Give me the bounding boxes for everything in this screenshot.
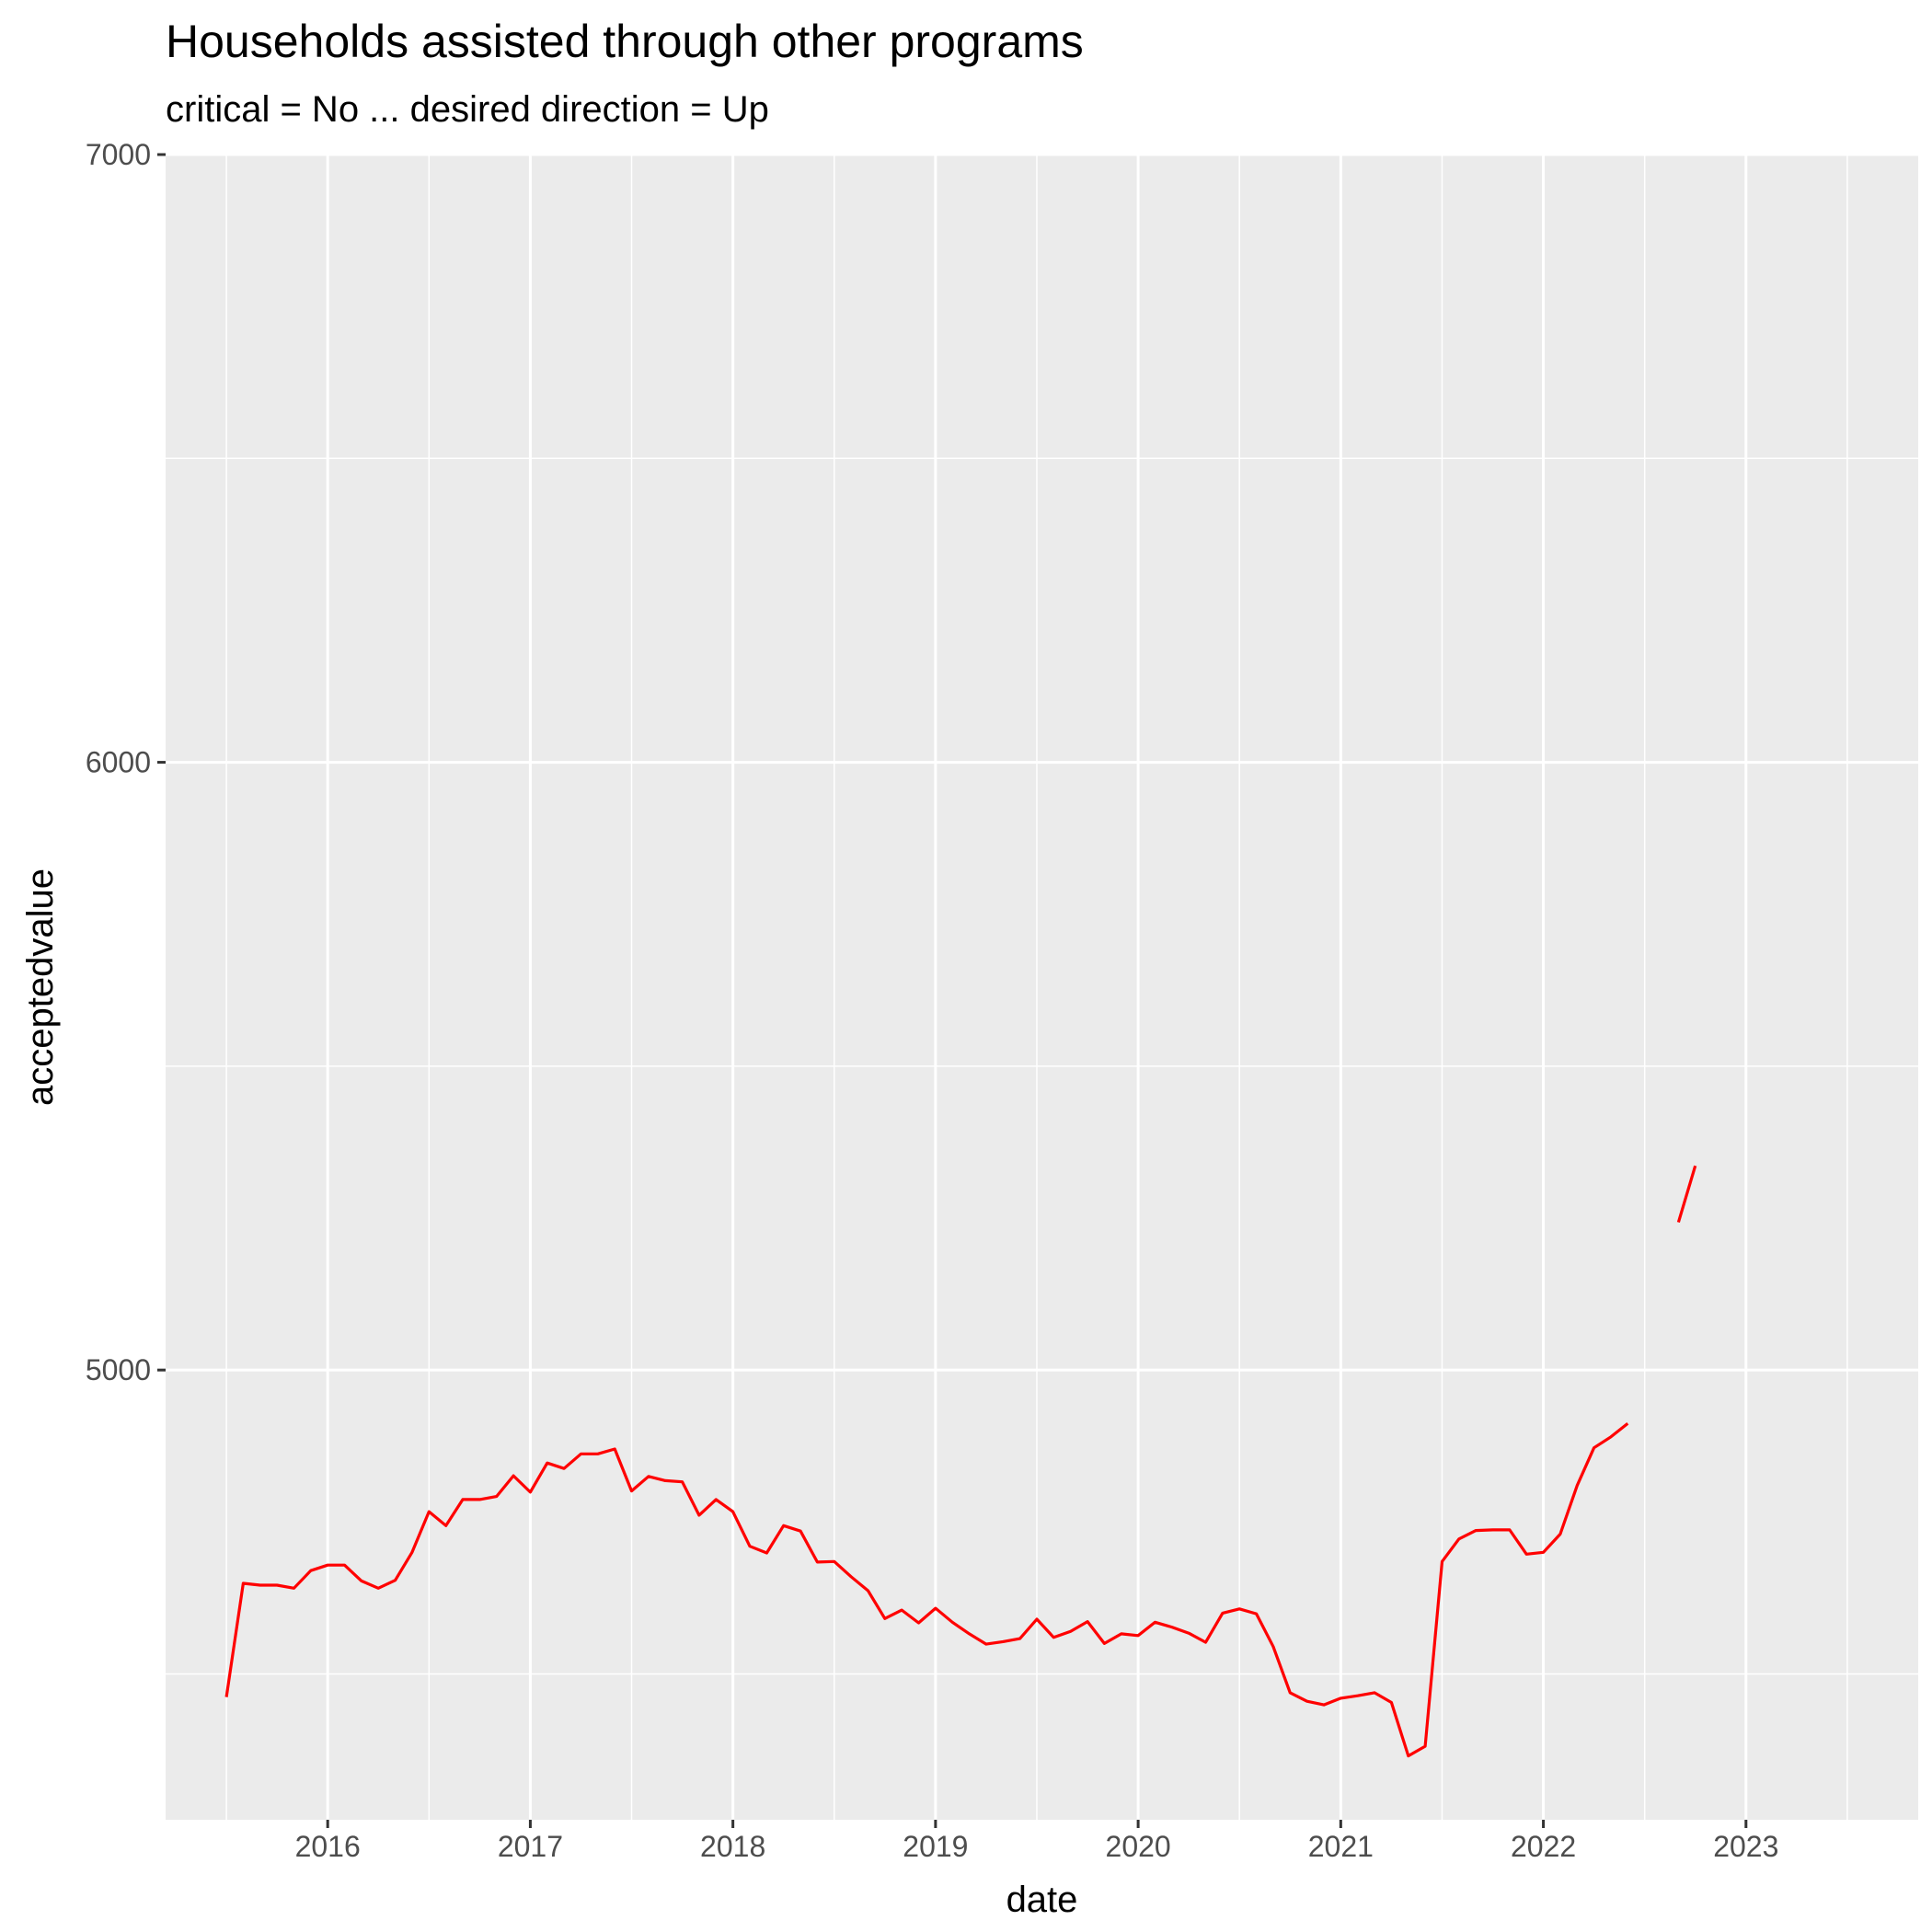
chart-subtitle: critical = No ... desired direction = Up (166, 89, 769, 130)
x-tick-label: 2018 (700, 1830, 765, 1863)
y-tick-label: 6000 (86, 746, 151, 779)
series-layer (224, 1165, 1697, 1758)
x-tick-label: 2016 (295, 1830, 361, 1863)
y-tick-label: 5000 (86, 1353, 151, 1386)
x-axis: 2016 2017 2018 2019 2020 2021 2022 2023 (295, 1820, 1778, 1863)
x-tick-label: 2020 (1106, 1830, 1171, 1863)
x-tick-label: 2022 (1511, 1830, 1576, 1863)
x-axis-title: date (1006, 1880, 1078, 1920)
y-tick-label: 7000 (86, 138, 151, 171)
y-axis: 5000 6000 7000 (86, 138, 166, 1386)
x-tick-label: 2019 (903, 1830, 968, 1863)
y-axis-title: acceptedvalue (20, 868, 61, 1106)
x-tick-label: 2021 (1308, 1830, 1374, 1863)
x-tick-label: 2023 (1713, 1830, 1778, 1863)
plot-panel (166, 155, 1918, 1820)
minor-gridlines (166, 155, 1918, 1820)
chart-title: Households assisted through other progra… (166, 16, 1084, 67)
major-gridlines (166, 153, 1918, 1820)
series-line-segment (1676, 1165, 1697, 1224)
x-tick-label: 2017 (498, 1830, 563, 1863)
series-line-segment (224, 1422, 1629, 1758)
